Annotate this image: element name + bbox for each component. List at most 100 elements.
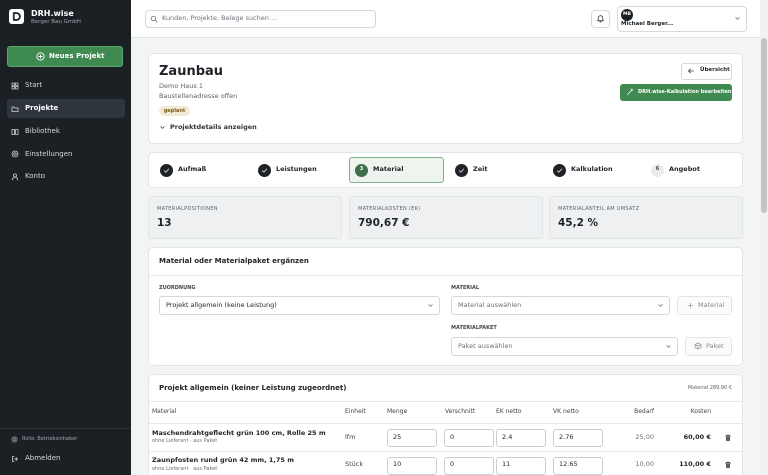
overview-button[interactable]: [681, 63, 732, 80]
table-summary: Material 289,90 €: [687, 385, 732, 392]
new-project-button[interactable]: [7, 46, 123, 67]
delete-icon: [725, 434, 731, 441]
row-divider: [149, 450, 742, 452]
project-title: Zaunbau: [159, 63, 224, 79]
new-project-label: Neues Projekt: [49, 52, 105, 61]
search-placeholder: Kunden, Projekte, Belege suchen ...: [162, 14, 278, 23]
material-name: Maschendrahtgeflecht grün 100 cm, Rolle …: [152, 428, 326, 437]
need: 25,00: [635, 432, 654, 441]
step-label: Angebot: [669, 165, 700, 174]
stat-card: [349, 196, 543, 239]
button-label: Paket: [706, 341, 724, 350]
nav-icon: [11, 82, 19, 90]
stat-label: MATERIALPOSITIONEN: [157, 206, 218, 213]
divider: [149, 275, 742, 276]
check-icon: [458, 168, 465, 173]
select-chevron: [666, 345, 671, 348]
material-meta: ohne Lieferant · aus Paket: [152, 438, 218, 445]
input-value: 0: [450, 432, 455, 441]
number-input[interactable]: [444, 456, 494, 475]
check-icon: [556, 168, 563, 173]
number-input[interactable]: [496, 429, 546, 447]
project-subtitle: Demo Haus 1: [159, 82, 203, 91]
nav-icon: [11, 128, 19, 135]
steps-card: [148, 152, 743, 188]
add-material-button[interactable]: [677, 296, 732, 315]
material-name: Zaunpfosten rund grün 42 mm, 1,75 m: [152, 456, 294, 465]
step-number-circle: [355, 163, 368, 177]
brand: DRH.wise: [31, 8, 74, 18]
step-label: Kalkulation: [571, 165, 613, 174]
stat-label: MATERIALKOSTEN (EK): [358, 206, 421, 213]
input-value: 10: [393, 460, 402, 469]
magic-icon: [627, 88, 633, 95]
number-input[interactable]: [387, 429, 437, 447]
add-package-button[interactable]: [685, 337, 732, 356]
nav-icon: [11, 173, 19, 181]
unit: lfm: [345, 432, 356, 441]
step-label: Material: [373, 165, 404, 174]
select-chevron: [658, 304, 663, 307]
bell-icon: [597, 15, 604, 23]
field-label: MATERIALPAKET: [451, 325, 497, 332]
assignment-select[interactable]: [159, 296, 440, 315]
user-menu[interactable]: [617, 6, 747, 32]
divider: [149, 423, 742, 424]
scrollbar-thumb: [761, 38, 767, 213]
cost: 60,00 €: [683, 432, 711, 441]
column-header: VK netto: [553, 407, 579, 415]
number-input[interactable]: [387, 456, 437, 475]
logout: Abmelden: [25, 454, 61, 463]
number-input[interactable]: [496, 456, 546, 475]
check-icon: [261, 168, 268, 173]
step-number: 3: [359, 166, 364, 173]
number-input[interactable]: [553, 429, 603, 447]
logout-icon: [12, 456, 18, 462]
company: Berger Bau GmbH: [31, 18, 81, 25]
role: Rolle: Betriebsinhaber: [22, 436, 78, 443]
logo-mark: [12, 12, 21, 21]
input-value: 0: [450, 460, 455, 469]
edit-button[interactable]: [620, 84, 732, 101]
nav-label: Start: [25, 81, 43, 90]
column-header: Menge: [387, 407, 408, 415]
step-done-circle: [455, 163, 468, 177]
user-name: Michael Berger...: [621, 20, 674, 27]
unit: Stück: [345, 460, 364, 469]
package-icon: [694, 342, 702, 350]
column-header: Bedarf: [634, 407, 654, 415]
status-label: geplant: [163, 107, 186, 114]
details-toggle: Projektdetails anzeigen: [170, 123, 257, 132]
user-initials: MB: [623, 11, 631, 17]
project-address: Baustellenadresse offen: [159, 92, 238, 101]
number-input[interactable]: [444, 429, 494, 447]
select-chevron: [428, 304, 433, 307]
plus-icon: [687, 302, 694, 309]
step-number: 6: [655, 166, 660, 173]
column-header: EK netto: [496, 407, 522, 415]
nav-icon: [11, 106, 19, 112]
column-header: Einheit: [345, 407, 366, 415]
input-value: 12.65: [559, 460, 578, 469]
toggle-chevron: [160, 126, 165, 129]
stat-value: 45,2 %: [558, 217, 599, 230]
nav-label: Konto: [25, 172, 45, 181]
stat-card: [549, 196, 743, 239]
nav-item[interactable]: [7, 99, 125, 119]
status-badge: [159, 106, 190, 116]
nav-label: Bibliothek: [25, 126, 60, 135]
active-step: [349, 157, 444, 183]
nav-label: Projekte: [25, 103, 59, 112]
step-done-circle: [258, 163, 271, 177]
divider: [149, 401, 742, 402]
number-input[interactable]: [553, 456, 603, 475]
search-box[interactable]: [145, 10, 376, 28]
step-done-circle: [160, 163, 173, 177]
stat-card: [148, 196, 342, 239]
overview-label: Übersicht: [700, 67, 730, 74]
cost: 110,00 €: [679, 460, 711, 469]
notifications-button[interactable]: [591, 10, 610, 28]
input-value: 25: [393, 432, 402, 441]
material-select[interactable]: [451, 296, 670, 315]
package-select[interactable]: [451, 337, 678, 356]
